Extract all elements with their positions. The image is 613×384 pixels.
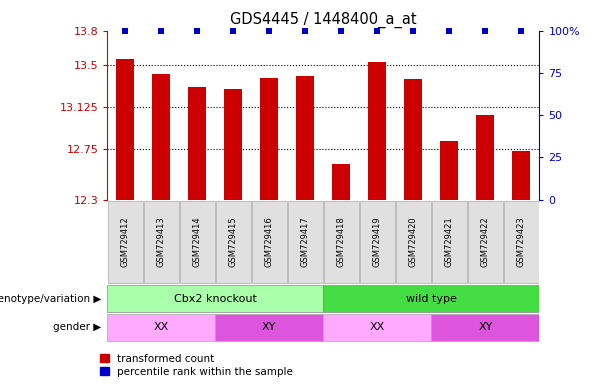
Legend: transformed count, percentile rank within the sample: transformed count, percentile rank withi… xyxy=(100,354,293,377)
Bar xyxy=(116,59,134,200)
Text: GSM729414: GSM729414 xyxy=(193,217,202,267)
Bar xyxy=(296,76,314,200)
Text: gender ▶: gender ▶ xyxy=(53,322,101,333)
Bar xyxy=(440,141,459,200)
FancyBboxPatch shape xyxy=(324,285,539,313)
Title: GDS4445 / 1448400_a_at: GDS4445 / 1448400_a_at xyxy=(230,12,417,28)
Text: GSM729423: GSM729423 xyxy=(517,217,526,267)
Text: GSM729412: GSM729412 xyxy=(121,217,130,267)
FancyBboxPatch shape xyxy=(324,200,359,283)
Text: GSM729420: GSM729420 xyxy=(409,217,418,267)
Bar xyxy=(152,73,170,200)
FancyBboxPatch shape xyxy=(360,200,395,283)
FancyBboxPatch shape xyxy=(180,200,215,283)
FancyBboxPatch shape xyxy=(468,200,503,283)
FancyBboxPatch shape xyxy=(215,313,324,341)
Bar xyxy=(368,62,386,200)
FancyBboxPatch shape xyxy=(107,313,215,341)
Bar xyxy=(332,164,351,200)
Text: XY: XY xyxy=(262,322,276,333)
Text: GSM729416: GSM729416 xyxy=(265,217,274,267)
Bar xyxy=(476,115,495,200)
Text: XX: XX xyxy=(370,322,385,333)
Text: GSM729419: GSM729419 xyxy=(373,217,382,267)
FancyBboxPatch shape xyxy=(216,200,251,283)
FancyBboxPatch shape xyxy=(108,200,143,283)
Bar xyxy=(188,87,207,200)
Text: GSM729421: GSM729421 xyxy=(445,217,454,267)
Bar xyxy=(224,89,242,200)
Text: XX: XX xyxy=(154,322,169,333)
Bar xyxy=(261,78,278,200)
Text: GSM729413: GSM729413 xyxy=(157,217,166,267)
FancyBboxPatch shape xyxy=(324,313,432,341)
FancyBboxPatch shape xyxy=(144,200,178,283)
Text: genotype/variation ▶: genotype/variation ▶ xyxy=(0,293,101,304)
FancyBboxPatch shape xyxy=(432,313,539,341)
FancyBboxPatch shape xyxy=(432,200,466,283)
Text: GSM729415: GSM729415 xyxy=(229,217,238,267)
FancyBboxPatch shape xyxy=(288,200,322,283)
FancyBboxPatch shape xyxy=(504,200,539,283)
Text: GSM729418: GSM729418 xyxy=(337,217,346,267)
FancyBboxPatch shape xyxy=(396,200,431,283)
FancyBboxPatch shape xyxy=(107,285,324,313)
Text: XY: XY xyxy=(478,322,493,333)
FancyBboxPatch shape xyxy=(252,200,287,283)
Text: Cbx2 knockout: Cbx2 knockout xyxy=(174,293,257,304)
Text: GSM729417: GSM729417 xyxy=(301,217,310,267)
Text: wild type: wild type xyxy=(406,293,457,304)
Bar xyxy=(512,151,530,200)
Bar xyxy=(405,79,422,200)
Text: GSM729422: GSM729422 xyxy=(481,217,490,267)
